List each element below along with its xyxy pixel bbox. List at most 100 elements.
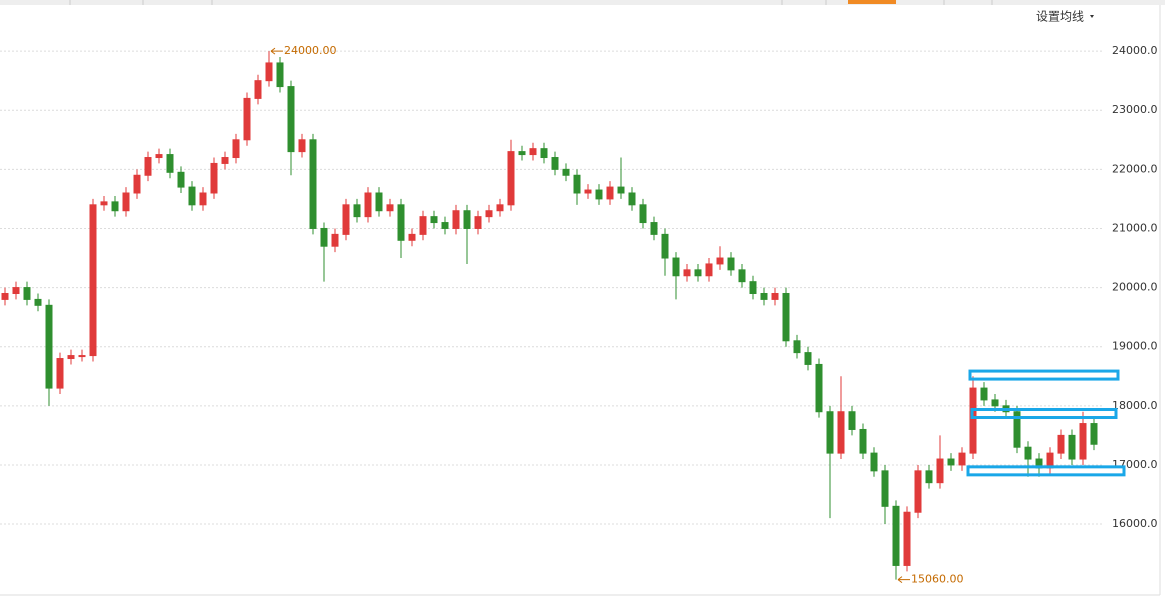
candle-body [870,452,878,472]
candle-body [980,387,988,401]
candle-body [155,154,163,159]
candle-body [23,287,31,300]
candle-body [573,174,581,194]
candle-body [45,304,53,389]
top-tabs [0,0,1165,5]
candle-body [243,97,251,141]
candle-body [386,204,394,212]
candle-body [727,257,735,271]
candle-body [694,269,702,277]
y-tick-label: 16000.0 [1112,517,1158,530]
candle-body [331,233,339,247]
candle-body [991,399,999,407]
candle-body [925,470,933,484]
candle-body [529,148,537,156]
tab-strip [0,0,1165,5]
candle-body [892,505,900,566]
candle-body [287,86,295,153]
candle-body [958,452,966,466]
candle-body [606,186,614,200]
candle-body [716,257,724,265]
candle-body [617,186,625,194]
candle-body [518,151,526,156]
candle-body [859,428,867,454]
candle-body [496,204,504,212]
y-tick-label: 19000.0 [1112,340,1158,353]
candle-body [12,287,20,294]
candle-body [78,355,86,358]
annotation-arrowhead [897,576,903,584]
candle-body [430,216,438,224]
candle-body [540,148,548,159]
candle-body [463,210,471,229]
candle-body [826,411,834,454]
candle-body [89,204,97,357]
candle-body [309,139,317,229]
candle-body [474,216,482,229]
candle-body [210,162,218,194]
candle-body [254,80,262,99]
y-tick-label: 23000.0 [1112,103,1158,116]
candle-body [815,363,823,413]
candle-body [188,186,196,206]
candle-body [122,192,130,212]
annotation-label: 15060.00 [911,573,964,586]
candle-body [133,174,141,194]
candle-body [375,192,383,212]
candle-body [452,210,460,229]
candle-body [232,139,240,159]
candle-body [408,233,416,241]
candle-body [628,192,636,206]
candle-body [364,192,372,218]
y-tick-label: 24000.0 [1112,44,1158,57]
candle-body [551,157,559,170]
candle-body [804,352,812,365]
candle-body [144,157,152,176]
candle-body [848,411,856,430]
candle-body [1090,423,1098,445]
candle-body [100,201,108,206]
candle-body [749,281,757,294]
candle-body [793,340,801,354]
candle-body [595,189,603,200]
candle-body [1057,434,1065,454]
y-tick-label: 21000.0 [1112,221,1158,234]
highlight-box [970,408,1118,420]
candle-body [936,458,944,484]
candle-body [276,62,284,88]
annotation-arrowhead [270,47,276,55]
active-tab[interactable] [848,0,896,4]
candle-body [397,204,405,241]
candle-body [298,139,306,153]
candle-body [1013,411,1021,448]
candle-body [947,458,955,466]
y-tick-label: 22000.0 [1112,162,1158,175]
candle-body [56,358,64,389]
candle-body [837,411,845,454]
candle-body [903,511,911,566]
candle-body [782,292,790,342]
candle-body [650,222,658,235]
candle-body [760,292,768,300]
candle-body [320,227,328,247]
candle-body [342,204,350,235]
candle-body [485,210,493,218]
candle-body [771,292,779,300]
candle-body [639,204,647,224]
ma-menu[interactable]: 设置均线 [1036,10,1084,24]
y-tick-label: 20000.0 [1112,281,1158,294]
candle-body [507,151,515,206]
candle-body [738,269,746,283]
candle-body [705,263,713,277]
annotation-label: 24000.00 [284,44,337,57]
candle-body [221,157,229,164]
candle-body [419,216,427,235]
candle-body [881,470,889,507]
candle-body [1079,423,1087,460]
candle-body [1,292,9,300]
menu-caret[interactable] [1090,15,1094,18]
candle-body [353,204,361,218]
candle-body [111,201,119,212]
candle-body [914,470,922,513]
